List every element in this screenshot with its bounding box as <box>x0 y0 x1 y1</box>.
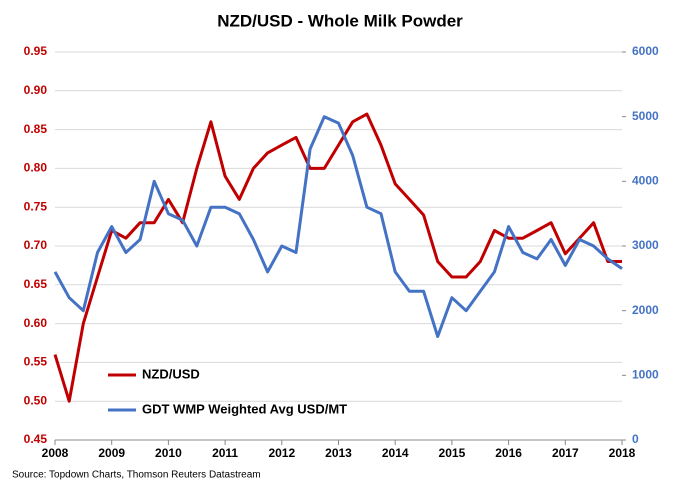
y-tick-label: 0.90 <box>24 83 48 97</box>
y-tick-label: 0.60 <box>24 316 48 330</box>
series-line <box>53 115 623 338</box>
y-tick-label: 0.85 <box>24 122 48 136</box>
y2-tick-label: 2000 <box>632 303 659 317</box>
y2-tick-label: 3000 <box>632 238 659 252</box>
x-tick-label: 2018 <box>609 446 636 460</box>
y2-tick-label: 6000 <box>632 44 659 58</box>
y2-tick-label: 1000 <box>632 368 659 382</box>
source-note: Source: Topdown Charts, Thomson Reuters … <box>12 470 261 481</box>
y-tick-label: 0.50 <box>24 393 48 407</box>
chart-title: NZD/USD - Whole Milk Powder <box>217 11 463 30</box>
x-tick-label: 2010 <box>155 446 182 460</box>
y2-tick-label: 5000 <box>632 109 659 123</box>
y-tick-label: 0.45 <box>24 432 48 446</box>
y-tick-label: 0.70 <box>24 238 48 252</box>
y-tick-label: 0.55 <box>24 355 48 369</box>
series-line <box>53 112 622 403</box>
x-tick-label: 2016 <box>495 446 522 460</box>
legend-label: NZD/USD <box>142 366 200 381</box>
x-tick-label: 2009 <box>98 446 125 460</box>
x-tick-label: 2015 <box>439 446 466 460</box>
y2-tick-label: 0 <box>632 432 639 446</box>
y-tick-label: 0.75 <box>24 199 48 213</box>
y-tick-label: 0.65 <box>24 277 48 291</box>
y-tick-label: 0.80 <box>24 161 48 175</box>
y-tick-label: 0.95 <box>24 44 48 58</box>
y2-tick-label: 4000 <box>632 174 659 188</box>
x-tick-label: 2011 <box>212 446 238 460</box>
x-tick-label: 2012 <box>268 446 295 460</box>
x-tick-label: 2014 <box>382 446 409 460</box>
legend-label: GDT WMP Weighted Avg USD/MT <box>142 401 347 416</box>
x-tick-label: 2008 <box>42 446 69 460</box>
x-tick-label: 2013 <box>325 446 352 460</box>
x-tick-label: 2017 <box>552 446 579 460</box>
